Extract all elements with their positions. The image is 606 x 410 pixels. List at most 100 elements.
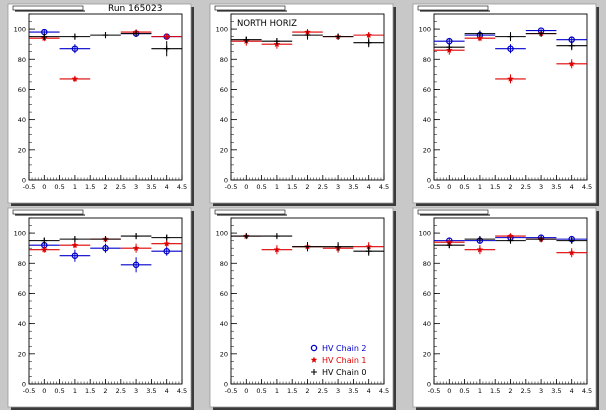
- x-tick-label: 2: [103, 387, 107, 395]
- y-tick-label: 100: [216, 26, 228, 34]
- x-tick-label: 0.5: [459, 183, 469, 191]
- data-point: [311, 369, 317, 375]
- y-tick-label: 60: [18, 290, 26, 298]
- x-tick-label: 1: [73, 387, 77, 395]
- data-point: [446, 44, 453, 51]
- pad-frame: [209, 207, 394, 408]
- x-tick-label: 1: [478, 387, 482, 395]
- y-tick-label: 0: [224, 381, 228, 389]
- data-point: [133, 30, 140, 37]
- data-point: [163, 247, 170, 255]
- x-tick-label: 0: [447, 387, 451, 395]
- data-point: [132, 261, 140, 269]
- x-tick-label: 3.5: [348, 387, 358, 395]
- x-tick-label: 3: [336, 387, 340, 395]
- x-tick-label: 4.5: [177, 387, 187, 395]
- x-tick-label: 2.5: [116, 387, 126, 395]
- legend-label: HV Chain 1: [322, 356, 367, 365]
- pad-title-box: [417, 209, 489, 215]
- y-tick-label: 20: [423, 146, 431, 154]
- x-tick-label: 1: [275, 183, 279, 191]
- x-tick-label: 4.5: [582, 183, 592, 191]
- y-tick-label: 0: [22, 177, 26, 185]
- data-point: [102, 236, 109, 243]
- data-point: [335, 33, 342, 40]
- y-tick-label: 40: [18, 116, 26, 124]
- data-point: [507, 45, 514, 52]
- x-tick-label: 0.5: [256, 183, 266, 191]
- x-tick-label: 2.5: [521, 183, 531, 191]
- data-point: [163, 240, 171, 247]
- y-tick-label: 80: [423, 260, 431, 268]
- data-point: [507, 33, 514, 40]
- data-point: [163, 33, 171, 40]
- data-point: [507, 232, 514, 239]
- y-tick-label: 0: [427, 177, 431, 185]
- panel-caption: NORTH HORIZ: [237, 19, 297, 29]
- x-tick-label: 3: [539, 387, 543, 395]
- y-tick-label: 60: [220, 86, 228, 94]
- x-tick-label: 4: [570, 183, 574, 191]
- x-tick-label: 2: [103, 183, 107, 191]
- x-tick-label: 0: [244, 183, 248, 191]
- data-point: [365, 39, 372, 46]
- x-tick-label: 4.5: [582, 387, 592, 395]
- y-tick-label: 20: [220, 350, 228, 358]
- x-tick-label: 0: [42, 183, 46, 191]
- data-point: [507, 237, 514, 244]
- y-tick-label: 100: [419, 230, 431, 238]
- data-point: [40, 246, 48, 253]
- data-point: [365, 31, 373, 38]
- x-tick-label: 1.5: [287, 183, 297, 191]
- x-tick-label: 1.5: [490, 387, 500, 395]
- x-tick-label: 4: [165, 183, 169, 191]
- data-point: [476, 30, 483, 37]
- x-tick-label: 1: [275, 387, 279, 395]
- y-tick-label: 100: [419, 26, 431, 34]
- pad-frame: [7, 3, 192, 204]
- y-tick-label: 100: [216, 230, 228, 238]
- data-point: [71, 45, 79, 52]
- y-tick-label: 40: [423, 320, 431, 328]
- data-point: [365, 248, 372, 255]
- x-tick-label: -0.5: [428, 387, 441, 395]
- data-point: [310, 356, 318, 363]
- data-point: [310, 344, 318, 352]
- data-point: [304, 32, 311, 39]
- y-tick-label: 40: [220, 116, 228, 124]
- y-tick-label: 80: [220, 56, 228, 64]
- x-tick-label: -0.5: [225, 183, 238, 191]
- data-point: [335, 243, 342, 250]
- data-point: [568, 249, 576, 256]
- x-tick-label: 3.5: [146, 387, 156, 395]
- pad-title-box: [12, 209, 84, 215]
- x-tick-label: 4: [165, 387, 169, 395]
- pad-frame: [209, 3, 394, 204]
- x-tick-label: 2: [508, 183, 512, 191]
- x-tick-label: 1: [478, 183, 482, 191]
- y-tick-label: 60: [18, 86, 26, 94]
- data-point: [71, 236, 78, 243]
- x-tick-label: 0: [244, 387, 248, 395]
- x-tick-label: 0.5: [54, 387, 64, 395]
- pad-title-box: [417, 5, 489, 11]
- y-tick-label: 20: [18, 350, 26, 358]
- y-tick-label: 100: [14, 26, 26, 34]
- x-tick-label: 3: [134, 183, 138, 191]
- chart-panel-2: -0.5 0 0.5 1 1.5 2 2.5 3 3.5 4 4.5020406080100NORT…: [209, 3, 396, 206]
- y-tick-label: 40: [18, 320, 26, 328]
- x-tick-label: 2: [305, 183, 309, 191]
- x-tick-label: 0: [42, 387, 46, 395]
- y-tick-label: 80: [18, 56, 26, 64]
- data-point: [102, 32, 109, 39]
- x-tick-label: 2.5: [521, 387, 531, 395]
- x-tick-label: 4: [367, 387, 371, 395]
- data-point: [507, 75, 514, 82]
- data-point: [163, 45, 170, 52]
- y-tick-label: 40: [423, 116, 431, 124]
- y-tick-label: 60: [423, 290, 431, 298]
